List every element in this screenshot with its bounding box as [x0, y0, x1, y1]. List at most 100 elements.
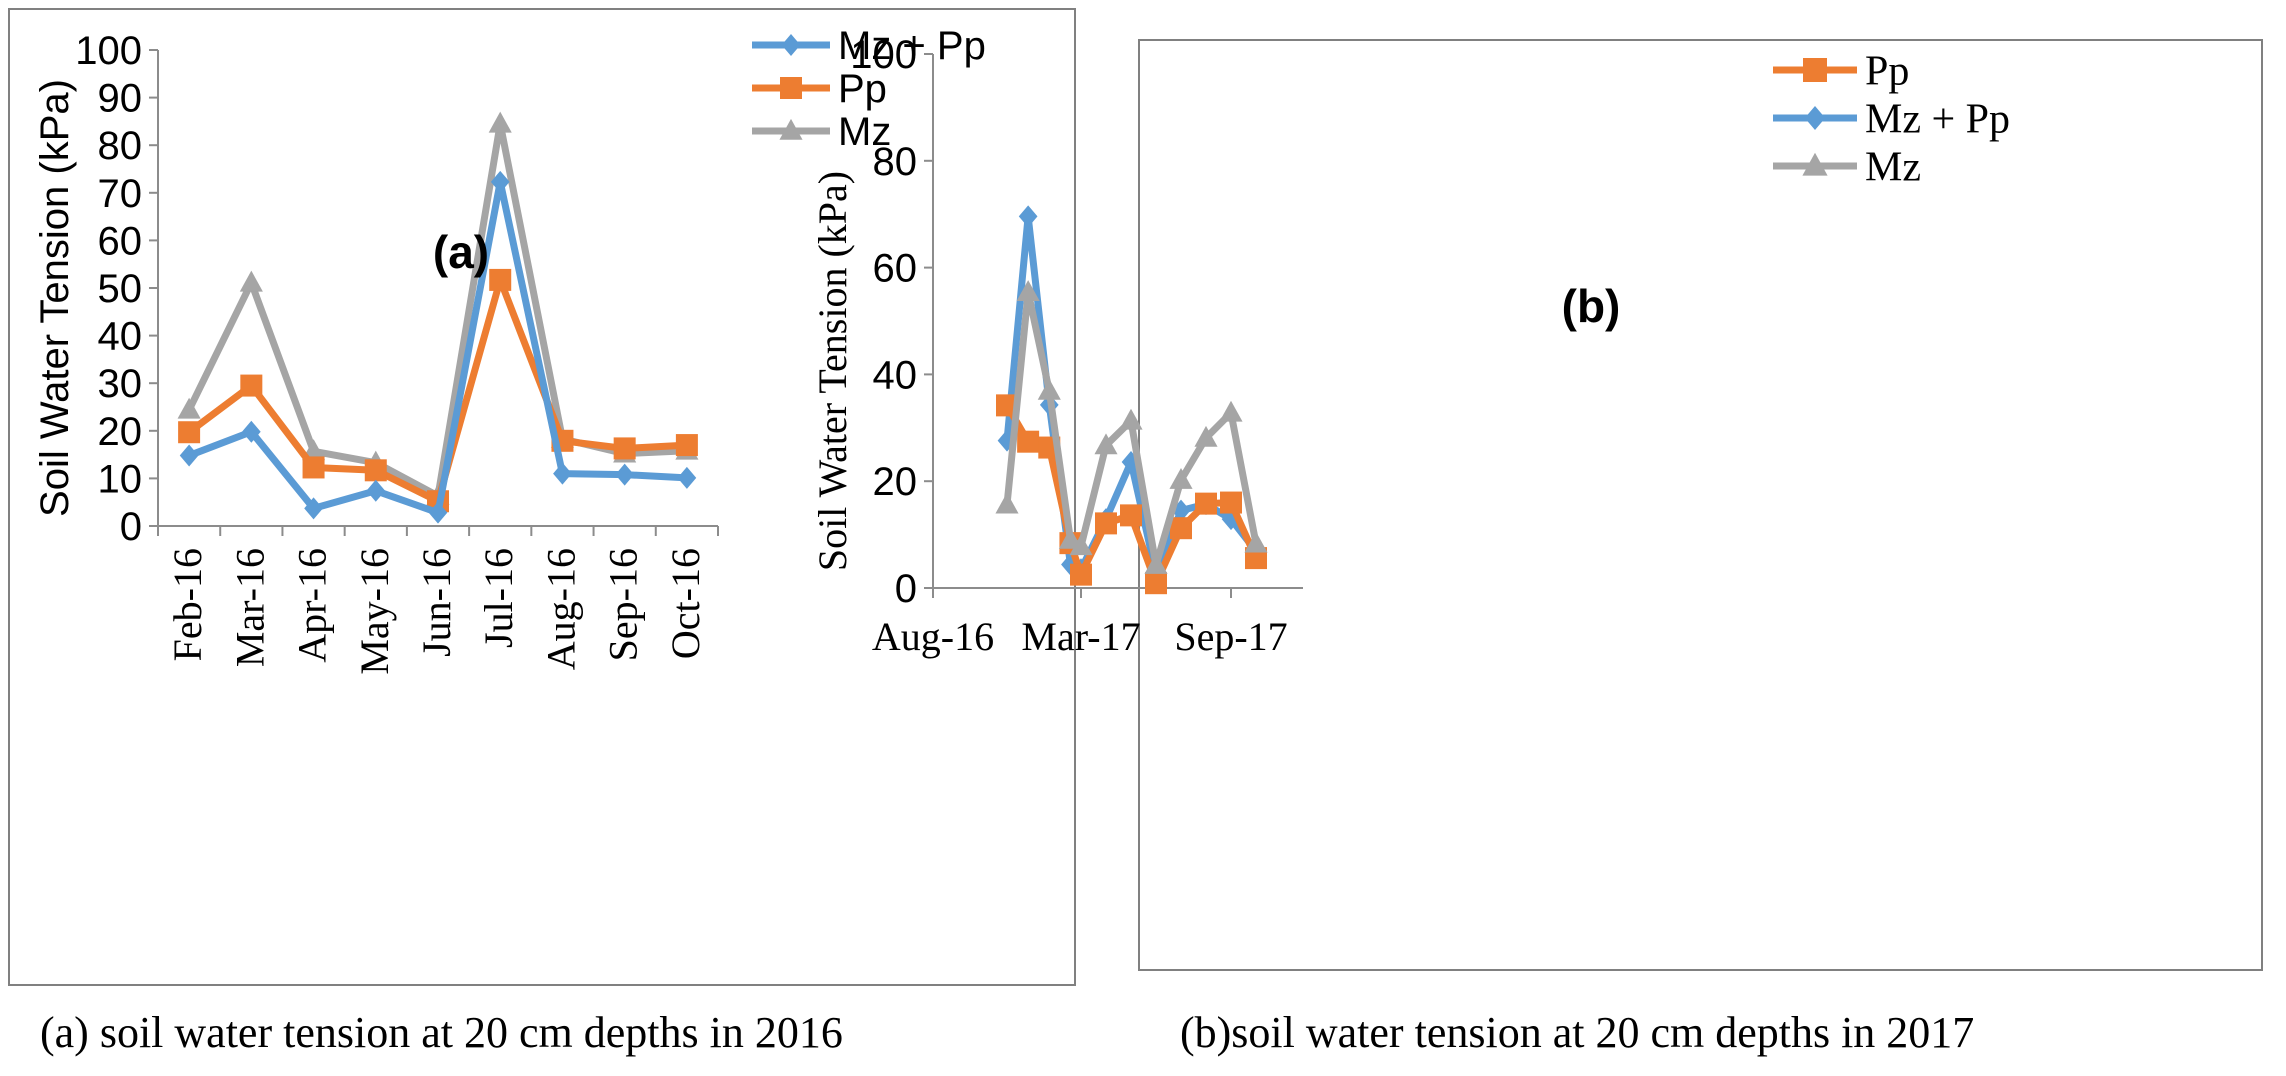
panel-a-series-pp-point: [489, 268, 512, 291]
panel-a-series-mz-pp-point: [179, 444, 199, 467]
caption-a: (a) soil water tension at 20 cm depths i…: [40, 1008, 843, 1057]
panel-a-series-mz-pp-point: [553, 462, 572, 485]
panel-a-x-tick-label: May-16: [352, 548, 397, 675]
panel-a-series-pp-point: [240, 374, 263, 397]
panel-b-annotation: (b): [1562, 280, 1621, 332]
panel-a-y-tick-label: 100: [75, 29, 142, 73]
panel-b-series-mz-point: [1016, 280, 1040, 301]
panel-a-frame: [8, 8, 1076, 986]
panel-b-series-pp-point: [1095, 512, 1117, 535]
panel-b-x-tick-label: Sep-17: [1174, 614, 1287, 659]
panel-a-series-mz-point: [177, 397, 201, 419]
panel-a-y-tick-label: 40: [98, 315, 143, 359]
panel-b-y-tick-label: 0: [895, 567, 917, 611]
panel-a-x-tick-label: Apr-16: [290, 548, 335, 663]
panel-b-series-pp-point: [1195, 492, 1217, 515]
panel-b-series-mz-point: [1094, 433, 1118, 455]
panel-a-series-mz-line: [185, 120, 688, 500]
panel-b-legend-pp-label: Pp: [1865, 49, 1909, 95]
panel-b-x-tick-label: Aug-16: [872, 614, 994, 659]
panel-a-legend-mz-pp-marker: [781, 34, 801, 56]
panel-b-series-mz-pp-point: [1018, 205, 1038, 228]
panel-b-series-pp-point: [1145, 572, 1167, 595]
panel-b-legend-mz-label: Mz: [1865, 145, 1921, 191]
panel-b-series-pp-point: [1220, 491, 1242, 514]
panel-a-series-pp-point: [178, 421, 201, 444]
panel-b-series-pp-point: [996, 394, 1018, 417]
panel-b-axes: 0 20 40 60 80 100 Aug-16 Mar-17 Sep-17 Soil Water…: [810, 33, 1303, 659]
panel-b-series-mz-point: [1037, 378, 1061, 400]
panel-a-x-tick-label: Aug-16: [538, 548, 583, 670]
panel-a-legend-pp-marker: [780, 77, 802, 99]
panel-b-series-pp-point: [1120, 504, 1142, 527]
panel-b-series-mz-pp-point: [1221, 508, 1241, 531]
panel-b-series-pp-point: [1170, 517, 1192, 540]
panel-a-series-mz-pp-point: [615, 463, 635, 486]
panel-b-series-pp-point: [1245, 547, 1267, 570]
panel-a-x-tick-label: Jul-16: [476, 548, 521, 648]
panel-a-annotation: (a): [433, 226, 489, 278]
panel-b-legend-pp-marker: [1803, 58, 1827, 82]
panel-b-series-mz-point: [1119, 408, 1143, 430]
panel-a-series-mz-pp-point: [366, 479, 386, 502]
panel-b-series-mz-point: [1169, 468, 1193, 489]
panel-a-series-pp-point: [613, 437, 636, 460]
panel-b-y-tick-label: 20: [873, 460, 918, 504]
panel-b-series-mz-point: [1219, 400, 1243, 422]
panel-b-series-mz-pp-point: [1121, 450, 1141, 473]
panel-b-series: [995, 205, 1268, 595]
panel-b-series-pp-point: [1070, 563, 1092, 586]
panel-a-series-mz-pp-point: [241, 420, 261, 443]
panel-b-series-mz-point: [1244, 531, 1268, 553]
panel-a-series: [177, 111, 699, 524]
panel-b-x-tick-label: Mar-17: [1021, 614, 1140, 659]
panel-a-x-tick-label: Feb-16: [165, 548, 210, 661]
panel-b-y-tick-label: 60: [873, 247, 918, 291]
panel-b-series-pp-point: [1017, 430, 1040, 453]
panel-b-series-mz-point: [1144, 552, 1168, 574]
panel-a-y-tick-label: 90: [98, 77, 143, 121]
panel-a-series-pp-point: [675, 434, 698, 457]
panel-a-series-mz-pp-point: [304, 497, 323, 520]
panel-a-series-mz-point: [239, 270, 263, 292]
panel-a-x-tick-label: Oct-16: [663, 548, 708, 659]
panel-b-y-tick-label: 80: [873, 140, 918, 184]
panel-a-y-tick-label: 50: [98, 267, 143, 311]
caption-b: (b)soil water tension at 20 cm depths in…: [1180, 1008, 1974, 1057]
panel-a-y-tick-label: 0: [120, 505, 142, 549]
panel-a-legend-mz-pp-label: Mz + Pp: [838, 24, 986, 68]
panel-b-legend-mz-pp-label: Mz + Pp: [1865, 97, 2010, 143]
panel-b-legend-mz-pp-marker: [1804, 106, 1826, 130]
panel-a-legend-mz-marker: [779, 118, 803, 140]
panel-a-legend-mz-label: Mz: [838, 110, 891, 154]
panel-a-y-tick-label: 80: [98, 124, 143, 168]
panel-a-y-tick-label: 30: [98, 362, 143, 406]
panel-a-x-tick-label: Jun-16: [414, 548, 459, 657]
panel-b-frame: [1138, 39, 2263, 971]
panel-b-series-mz-point: [995, 492, 1019, 514]
panel-a-x-tick-label: Sep-16: [601, 548, 646, 661]
panel-a-y-axis-label: Soil Water Tension (kPa): [33, 79, 77, 517]
panel-a-y-tick-label: 10: [98, 457, 143, 501]
panel-a-series-mz-pp-point: [677, 466, 697, 489]
panel-a-y-tick-label: 70: [98, 172, 143, 216]
panel-a-legend-pp-label: Pp: [838, 67, 887, 111]
panel-b-y-axis-label: Soil Water Tension (kPa): [810, 171, 855, 571]
panel-a-series-pp-point: [364, 459, 387, 482]
panel-a-series-mz-pp-point: [428, 501, 448, 524]
panel-b-series-mz-point: [1194, 425, 1218, 447]
panel-a-x-tick-label: Mar-16: [227, 548, 272, 667]
panel-a-series-pp-point: [302, 456, 325, 479]
panel-b-series-mz-point: [1069, 534, 1093, 556]
panel-a-series-mz-pp-point: [490, 170, 510, 193]
panel-b: 0 20 40 60 80 100 Aug-16 Mar-17 Sep-17 Soil Water…: [810, 33, 2263, 971]
panel-a-series-mz-point: [488, 111, 512, 133]
panel-a-y-tick-label: 20: [98, 410, 143, 454]
panel-b-y-tick-label: 40: [873, 353, 918, 397]
panel-b-y-tick-label: 100: [850, 33, 917, 77]
